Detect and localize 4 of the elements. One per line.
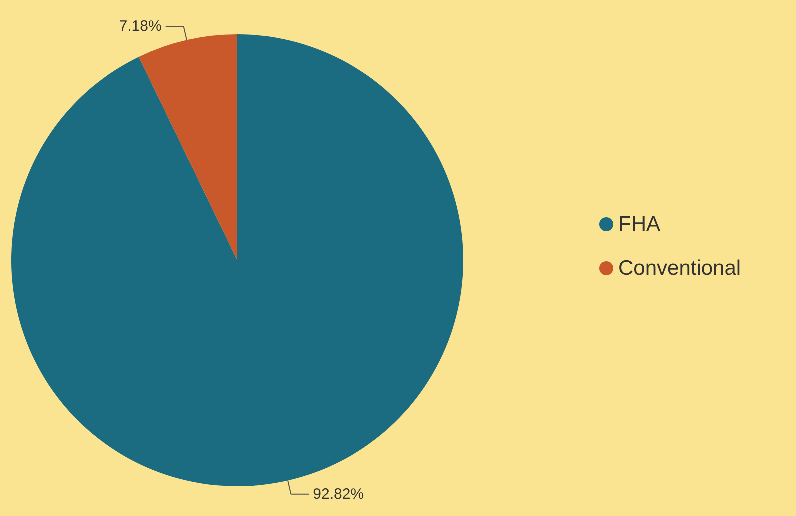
data-label: 92.82% <box>313 486 364 503</box>
data-label: 7.18% <box>119 18 162 36</box>
legend-label: Conventional <box>618 257 742 280</box>
legend-label: FHA <box>618 213 660 236</box>
